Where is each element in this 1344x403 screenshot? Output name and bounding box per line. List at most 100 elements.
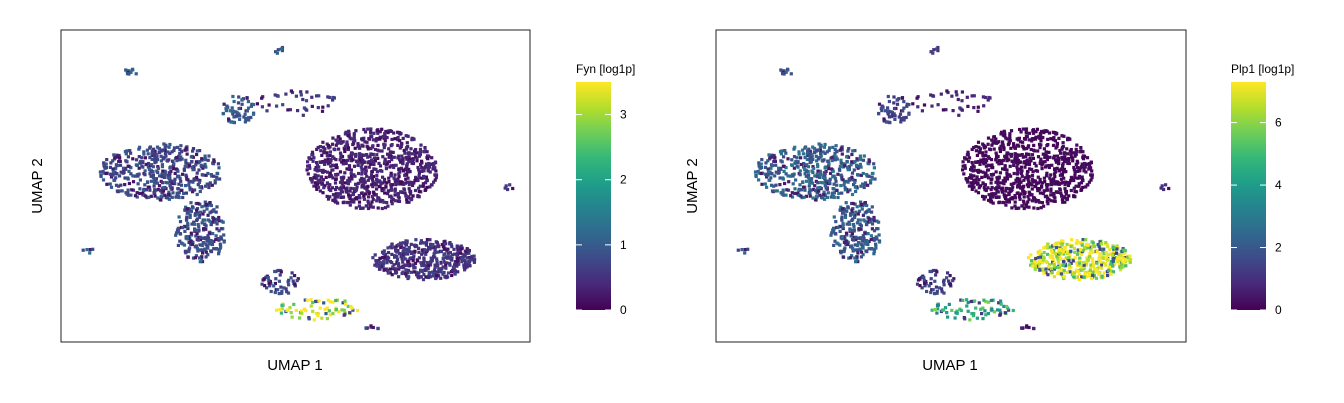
data-point <box>843 186 847 190</box>
data-point <box>276 48 280 52</box>
scatter-points <box>81 45 515 331</box>
data-point <box>838 208 842 212</box>
data-point <box>366 206 371 211</box>
data-point <box>411 158 415 162</box>
data-point <box>828 180 832 184</box>
data-point <box>386 251 391 255</box>
data-point <box>390 196 394 200</box>
data-point <box>339 195 343 199</box>
data-point <box>306 164 310 168</box>
data-point <box>178 239 182 243</box>
data-point <box>434 169 438 173</box>
data-point <box>1106 253 1110 257</box>
data-point <box>422 259 426 263</box>
data-point <box>167 172 171 177</box>
data-point <box>1068 137 1072 141</box>
data-point <box>365 189 369 193</box>
data-point <box>829 195 833 199</box>
data-point <box>203 158 207 162</box>
data-point <box>269 282 273 286</box>
data-point <box>325 151 329 155</box>
data-point <box>422 174 426 178</box>
data-point <box>996 308 1000 312</box>
colorbar-tick-label: 2 <box>1275 241 1282 255</box>
data-point <box>1062 195 1066 199</box>
data-point <box>856 218 860 222</box>
data-point <box>1020 326 1024 330</box>
data-point <box>277 279 281 283</box>
data-point <box>331 198 335 202</box>
data-point <box>388 267 392 271</box>
data-point <box>328 153 332 158</box>
data-point <box>1042 204 1046 208</box>
data-point <box>371 161 375 165</box>
data-point <box>1064 159 1068 163</box>
data-point <box>801 185 806 189</box>
data-point <box>308 166 312 170</box>
data-point <box>1069 266 1073 270</box>
data-point <box>263 284 267 288</box>
data-point <box>1008 132 1012 136</box>
data-point <box>168 179 172 183</box>
data-point <box>1017 194 1022 198</box>
data-point <box>401 270 405 274</box>
data-point <box>391 150 395 154</box>
data-point <box>1055 244 1059 248</box>
data-point <box>340 160 344 164</box>
data-point <box>1018 177 1022 181</box>
data-point <box>404 147 408 151</box>
data-point <box>990 307 994 312</box>
data-point <box>284 287 288 291</box>
data-point <box>417 186 421 190</box>
data-point <box>1061 164 1065 169</box>
data-point <box>1078 259 1082 263</box>
data-point <box>269 289 273 294</box>
data-point <box>1095 250 1099 254</box>
data-point <box>407 264 412 268</box>
data-point <box>995 153 999 157</box>
data-point <box>1039 139 1043 143</box>
data-point <box>967 184 971 188</box>
data-point <box>989 188 993 192</box>
data-point <box>1058 173 1062 177</box>
data-point <box>419 261 423 265</box>
data-point <box>397 275 401 279</box>
data-point <box>840 191 844 195</box>
data-point <box>249 115 253 120</box>
data-point <box>167 145 171 149</box>
data-point <box>344 187 348 191</box>
data-point <box>853 256 857 260</box>
data-point <box>840 235 845 239</box>
data-point <box>464 262 468 266</box>
data-point <box>849 163 853 167</box>
data-point <box>948 283 952 287</box>
data-point <box>140 160 144 164</box>
colorbar-tick-label: 3 <box>620 108 627 122</box>
data-point <box>334 188 338 192</box>
data-point <box>191 242 195 247</box>
data-point <box>779 159 783 163</box>
data-point <box>933 307 937 312</box>
data-point <box>959 308 963 313</box>
data-point <box>327 188 331 192</box>
data-point <box>1045 199 1049 203</box>
data-point <box>431 274 435 278</box>
data-point <box>850 152 854 157</box>
data-point <box>386 189 390 193</box>
data-point <box>1066 181 1070 185</box>
data-point <box>148 188 152 192</box>
data-point <box>1083 161 1087 166</box>
data-point <box>348 189 352 193</box>
data-point <box>1021 127 1025 131</box>
data-point <box>387 180 391 184</box>
data-point <box>1061 239 1065 243</box>
data-point <box>1001 167 1005 171</box>
data-point <box>1043 160 1047 164</box>
data-point <box>159 198 163 202</box>
data-point <box>865 203 869 208</box>
data-point <box>135 195 139 199</box>
data-point <box>835 157 839 161</box>
data-point <box>362 153 367 157</box>
data-point <box>444 263 448 267</box>
data-point <box>841 221 845 225</box>
